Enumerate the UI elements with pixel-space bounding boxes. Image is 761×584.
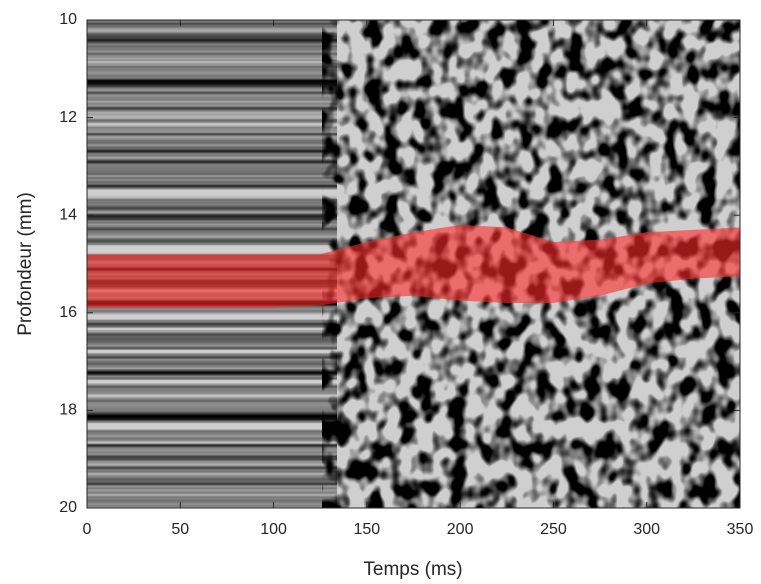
x-tick-label: 50: [171, 521, 189, 538]
x-tick-label: 100: [260, 521, 287, 538]
x-tick-label: 0: [83, 521, 92, 538]
y-tick-label: 14: [59, 206, 77, 223]
y-tick-label: 16: [59, 304, 77, 321]
x-tick-label: 300: [633, 521, 660, 538]
y-tick-label: 20: [59, 499, 77, 516]
y-tick-label: 10: [59, 11, 77, 28]
y-tick-label: 18: [59, 402, 77, 419]
y-tick-label: 12: [59, 109, 77, 126]
segmentation-band: [87, 224, 740, 308]
axes-box: [86, 19, 741, 509]
x-axis-label: Temps (ms): [363, 559, 462, 580]
x-tick-label: 200: [447, 521, 474, 538]
x-tick-label: 150: [354, 521, 381, 538]
y-axis-label: Profondeur (mm): [15, 192, 36, 336]
x-tick-label: 250: [540, 521, 567, 538]
x-tick-label: 350: [727, 521, 754, 538]
plot-area: [87, 224, 740, 308]
